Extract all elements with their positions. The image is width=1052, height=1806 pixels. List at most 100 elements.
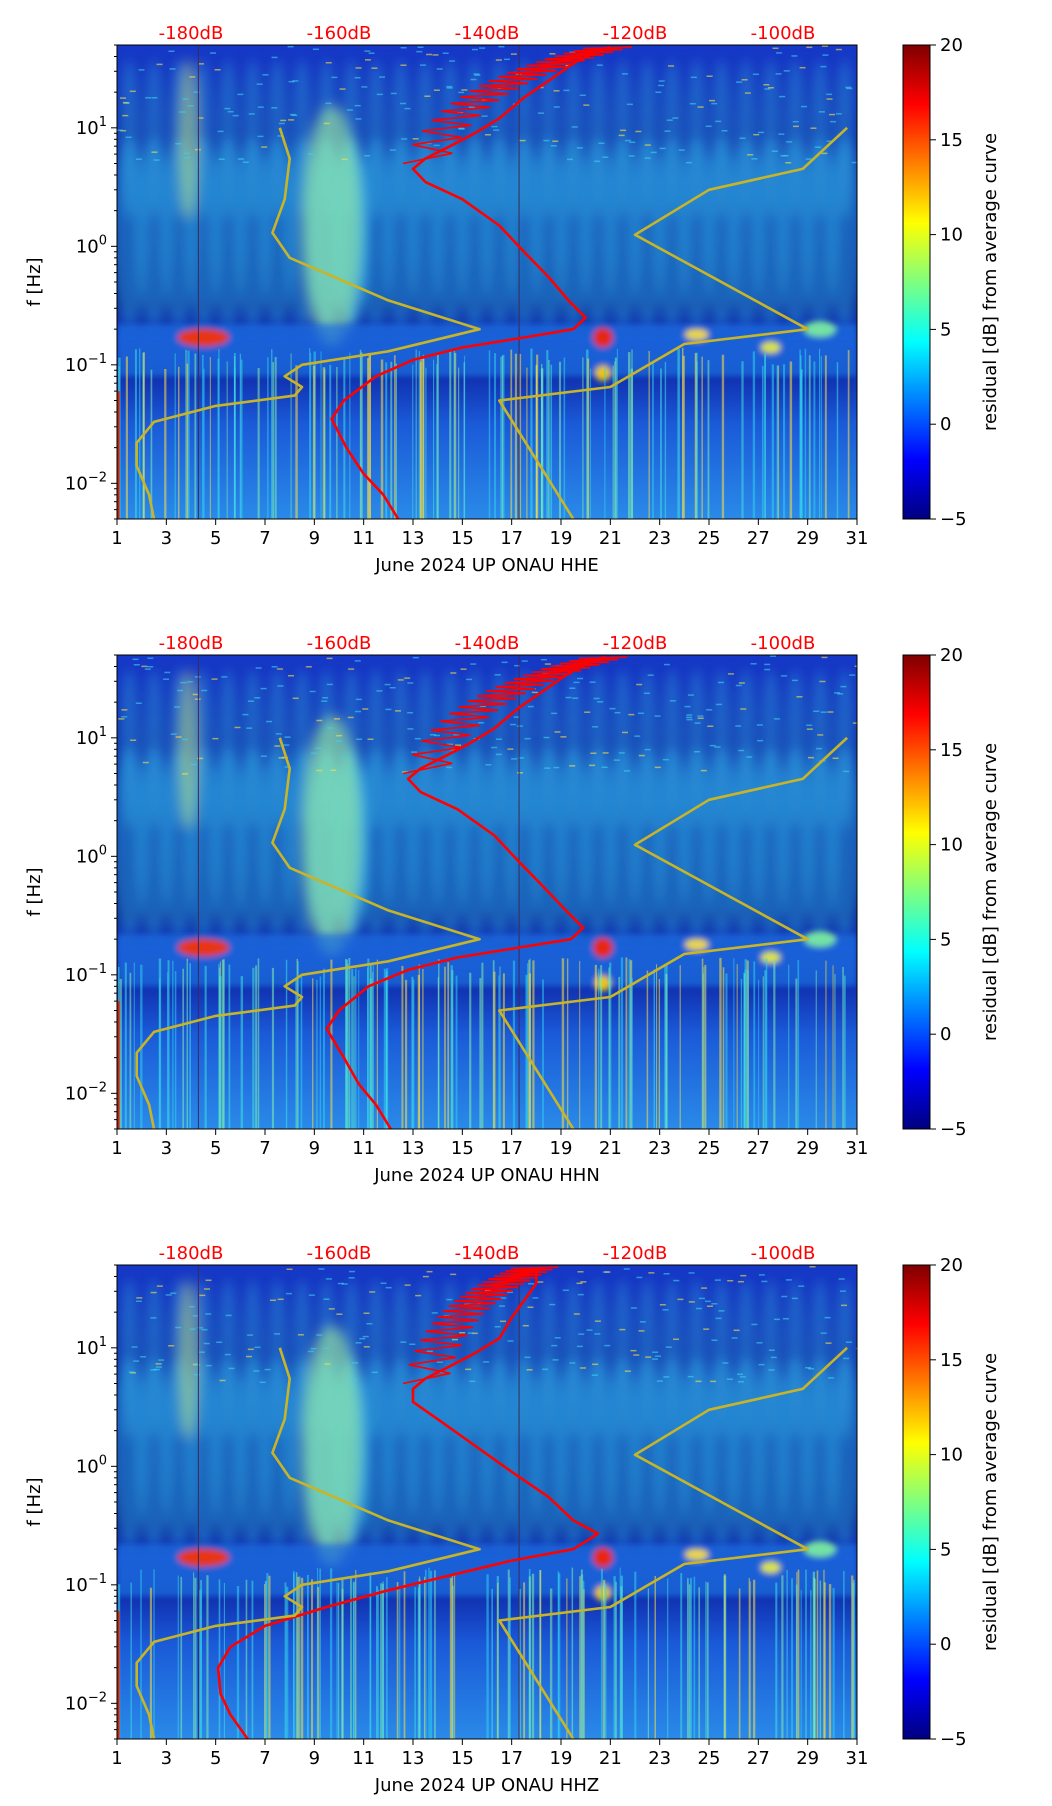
high-noise-model-curve bbox=[498, 126, 848, 519]
db-scale-label: -100dB bbox=[751, 23, 816, 44]
colorbar-gradient bbox=[902, 44, 931, 520]
low-noise-model-curve bbox=[135, 127, 481, 519]
y-tick-label: 10−1 bbox=[65, 1572, 107, 1596]
low-noise-model-curve bbox=[135, 737, 481, 1129]
x-tick-label: 25 bbox=[698, 1138, 721, 1159]
colorbar-tick-label: 15 bbox=[940, 130, 963, 151]
heatmap-day-bursts bbox=[117, 669, 857, 956]
x-tick-label: 17 bbox=[500, 528, 523, 549]
high-noise-model-curve bbox=[498, 736, 848, 1129]
heatmap-low-freq-streaks bbox=[118, 347, 850, 519]
x-tick-label: 3 bbox=[161, 1748, 172, 1769]
heatmap-area bbox=[117, 1265, 857, 1739]
db-scale-label: -100dB bbox=[751, 633, 816, 654]
x-tick-label: 11 bbox=[352, 1138, 375, 1159]
x-tick-label: 1 bbox=[111, 528, 122, 549]
colorbar-tick-label: 5 bbox=[940, 929, 951, 950]
x-tick-label: 25 bbox=[698, 528, 721, 549]
x-tick-label: 17 bbox=[500, 1748, 523, 1769]
y-axis-label: f [Hz] bbox=[24, 867, 45, 916]
x-tick-label: 13 bbox=[402, 528, 425, 549]
average-psd-flutter bbox=[402, 1266, 559, 1385]
x-tick-label: 7 bbox=[259, 528, 270, 549]
x-tick-label: 27 bbox=[747, 1138, 770, 1159]
colorbar-tick-label: −5 bbox=[940, 509, 967, 530]
db-scale-label: -100dB bbox=[751, 1243, 816, 1264]
x-tick-label: 31 bbox=[846, 1138, 869, 1159]
y-tick-label: 101 bbox=[76, 725, 107, 749]
x-tick-label: 23 bbox=[648, 1748, 671, 1769]
colorbar-tick-label: 10 bbox=[940, 1445, 963, 1466]
heatmap-high-freq-speckle bbox=[118, 655, 857, 775]
x-tick-label: 19 bbox=[550, 1748, 573, 1769]
x-tick-label: 9 bbox=[309, 1748, 320, 1769]
colorbar-tick-label: 5 bbox=[940, 319, 951, 340]
x-tick-label: 27 bbox=[747, 1748, 770, 1769]
y-tick-label: 10−2 bbox=[65, 470, 107, 494]
x-tick-label: 27 bbox=[747, 528, 770, 549]
x-tick-label: 15 bbox=[451, 528, 474, 549]
x-tick-label: 15 bbox=[451, 1748, 474, 1769]
x-tick-label: 1 bbox=[111, 1138, 122, 1159]
colorbar-tick-label: 0 bbox=[940, 1634, 951, 1655]
heatmap-low-freq-streaks bbox=[118, 1567, 855, 1739]
db-scale-label: -180dB bbox=[159, 633, 224, 654]
y-tick-label: 100 bbox=[76, 233, 107, 257]
y-tick-label: 101 bbox=[76, 1335, 107, 1359]
colorbar-tick-label: 10 bbox=[940, 225, 963, 246]
heatmap-area bbox=[117, 655, 857, 1129]
x-axis-label: June 2024 UP ONAU HHZ bbox=[374, 1775, 599, 1796]
y-tick-label: 10−1 bbox=[65, 962, 107, 986]
y-axis-label: f [Hz] bbox=[24, 257, 45, 306]
x-tick-label: 19 bbox=[550, 1138, 573, 1159]
y-tick-label: 10−2 bbox=[65, 1690, 107, 1714]
db-scale-label: -160dB bbox=[307, 633, 372, 654]
y-axis-label: f [Hz] bbox=[24, 1477, 45, 1526]
average-psd-curve bbox=[325, 655, 606, 1129]
x-tick-label: 29 bbox=[796, 528, 819, 549]
x-tick-label: 5 bbox=[210, 528, 221, 549]
y-tick-label: 100 bbox=[76, 1453, 107, 1477]
db-scale-label: -180dB bbox=[159, 1243, 224, 1264]
db-scale-label: -140dB bbox=[455, 633, 520, 654]
colorbar-gradient bbox=[902, 654, 931, 1130]
colorbar: −5 0 5 10 15 20 residual [dB] from average cur… bbox=[902, 1255, 1001, 1750]
x-tick-label: 11 bbox=[352, 528, 375, 549]
colorbar-label: residual [dB] from average curve bbox=[980, 743, 1001, 1041]
db-scale-label: -160dB bbox=[307, 23, 372, 44]
colorbar-tick-label: 15 bbox=[940, 740, 963, 761]
x-tick-label: 11 bbox=[352, 1748, 375, 1769]
heatmap-day-bursts bbox=[117, 59, 857, 346]
y-tick-label: 10−1 bbox=[65, 352, 107, 376]
x-tick-label: 29 bbox=[796, 1748, 819, 1769]
db-scale-label: -120dB bbox=[603, 23, 668, 44]
average-psd-flutter bbox=[402, 656, 628, 775]
x-tick-label: 13 bbox=[402, 1138, 425, 1159]
x-tick-label: 9 bbox=[309, 528, 320, 549]
x-tick-label: 5 bbox=[210, 1748, 221, 1769]
heatmap-microseism-band bbox=[117, 321, 857, 382]
heatmap-area bbox=[117, 45, 857, 519]
colorbar-label: residual [dB] from average curve bbox=[980, 133, 1001, 431]
x-tick-label: 13 bbox=[402, 1748, 425, 1769]
x-axis-label: June 2024 UP ONAU HHE bbox=[374, 555, 599, 576]
x-axis-label: June 2024 UP ONAU HHN bbox=[373, 1165, 600, 1186]
average-psd-flutter bbox=[402, 46, 633, 165]
x-tick-label: 15 bbox=[451, 1138, 474, 1159]
x-tick-label: 7 bbox=[259, 1138, 270, 1159]
x-tick-label: 7 bbox=[259, 1748, 270, 1769]
x-tick-label: 31 bbox=[846, 528, 869, 549]
low-noise-model-curve bbox=[135, 1347, 481, 1739]
x-tick-label: 3 bbox=[161, 1138, 172, 1159]
x-tick-label: 23 bbox=[648, 1138, 671, 1159]
colorbar-tick-label: −5 bbox=[940, 1729, 967, 1750]
colorbar-gradient bbox=[902, 1264, 931, 1740]
x-tick-label: 17 bbox=[500, 1138, 523, 1159]
heatmap-low-freq-streaks bbox=[117, 957, 846, 1129]
x-tick-label: 5 bbox=[210, 1138, 221, 1159]
colorbar-tick-label: 10 bbox=[940, 835, 963, 856]
